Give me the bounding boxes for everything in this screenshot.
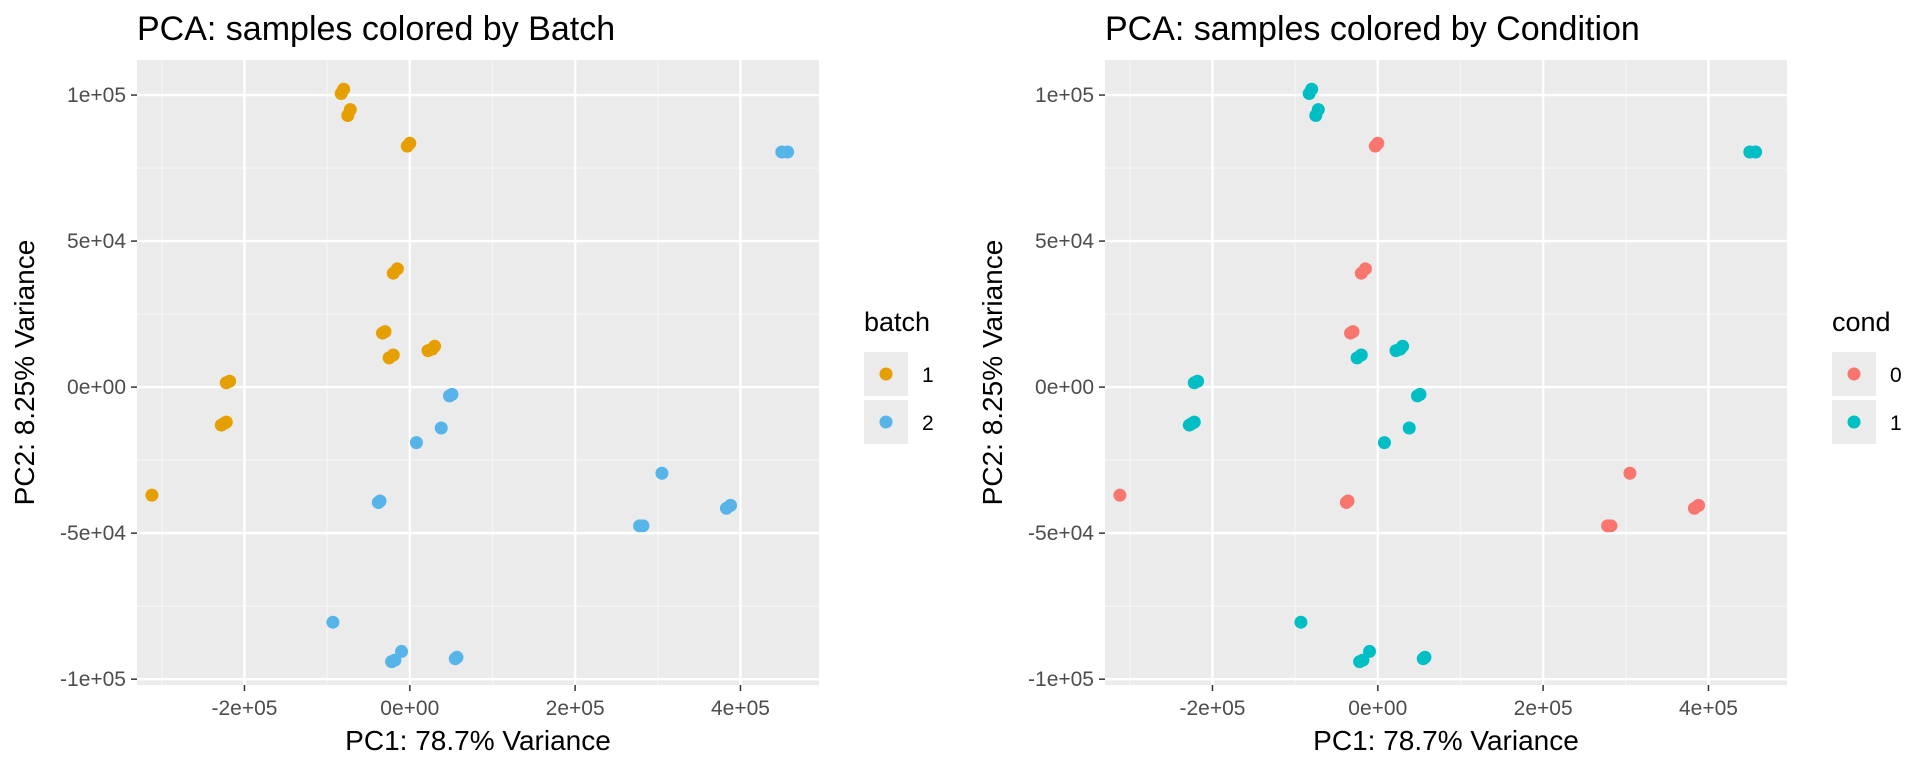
legend-label: 1 [922,364,934,387]
data-point-series-0 [1358,262,1372,276]
x-axis-title: PC1: 78.7% Variance [1313,725,1579,756]
y-tick-label: 5e+04 [1035,230,1094,253]
data-point-series-1 [1305,82,1319,96]
x-tick-label: 0e+00 [380,697,439,720]
legend-key-point [879,367,893,381]
y-tick-label: 1e+05 [67,84,126,107]
y-tick-label: -5e+04 [1028,522,1094,545]
data-point-series-1 [403,136,417,150]
data-point-series-0 [1346,325,1360,339]
data-point-series-0 [1604,519,1618,533]
legend-label: 1 [1890,412,1902,435]
data-point-series-0 [1341,494,1355,508]
legend-title: cond [1832,307,1891,337]
chart-title: PCA: samples colored by Condition [1105,10,1640,48]
data-point-series-1 [1402,421,1416,435]
data-point-series-1 [428,339,442,353]
data-point-series-0 [1692,498,1706,512]
legend-label: 0 [1890,364,1902,387]
data-point-series-1 [1749,145,1763,159]
x-tick-label: 0e+00 [1348,697,1407,720]
data-point-series-1 [1354,348,1368,362]
data-point-series-1 [1311,103,1325,117]
x-tick-label: 4e+05 [1679,697,1738,720]
data-point-series-1 [1377,436,1391,450]
data-point-series-2 [724,498,738,512]
data-point-series-1 [145,488,159,502]
data-point-series-1 [386,348,400,362]
x-tick-label: 2e+05 [546,697,605,720]
data-point-series-2 [409,436,423,450]
data-point-series-1 [343,103,357,117]
data-point-series-2 [655,466,669,480]
data-point-series-1 [1294,615,1308,629]
data-point-series-1 [1418,650,1432,664]
data-point-series-1 [1187,415,1201,429]
data-point-series-1 [378,325,392,339]
x-axis-title: PC1: 78.7% Variance [345,725,611,756]
data-point-series-1 [1396,339,1410,353]
data-point-series-1 [1413,387,1427,401]
data-point-series-2 [781,145,795,159]
y-axis-title: PC2: 8.25% Variance [977,240,1008,506]
y-tick-label: 1e+05 [1035,84,1094,107]
chart-panel-1: PCA: samples colored by Batch -2e+05 0e+00… [9,10,934,756]
y-tick-label: -1e+05 [60,668,126,691]
x-tick-label: 4e+05 [711,697,770,720]
x-tick-label: -2e+05 [1179,697,1245,720]
y-tick-label: 5e+04 [67,230,126,253]
data-point-series-1 [1191,374,1205,388]
legend-title: batch [864,307,930,337]
legend-label: 2 [922,412,934,435]
y-axis-title: PC2: 8.25% Variance [9,240,40,506]
data-point-series-0 [1623,466,1637,480]
data-point-series-1 [223,374,237,388]
data-point-series-2 [434,421,448,435]
legend-key-point [1847,415,1861,429]
data-point-series-2 [326,615,340,629]
legend-key-point [879,415,893,429]
plot-background [137,60,819,685]
data-point-series-1 [219,415,233,429]
data-point-series-0 [1371,136,1385,150]
chart-title: PCA: samples colored by Batch [137,10,615,48]
y-tick-label: 0e+00 [67,376,126,399]
y-tick-label: 0e+00 [1035,376,1094,399]
data-point-series-2 [388,653,402,667]
data-point-series-0 [1113,488,1127,502]
data-point-series-2 [445,387,459,401]
legend-key-point [1847,367,1861,381]
data-point-series-2 [373,494,387,508]
data-point-series-1 [337,82,351,96]
plot-background [1105,60,1787,685]
data-point-series-2 [450,650,464,664]
x-tick-label: 2e+05 [1514,697,1573,720]
chart-panel-2: PCA: samples colored by Condition -2e+05 0… [977,10,1902,756]
data-point-series-1 [390,262,404,276]
data-point-series-1 [1356,653,1370,667]
y-tick-label: -1e+05 [1028,668,1094,691]
x-tick-label: -2e+05 [211,697,277,720]
y-tick-label: -5e+04 [60,522,126,545]
data-point-series-2 [636,519,650,533]
